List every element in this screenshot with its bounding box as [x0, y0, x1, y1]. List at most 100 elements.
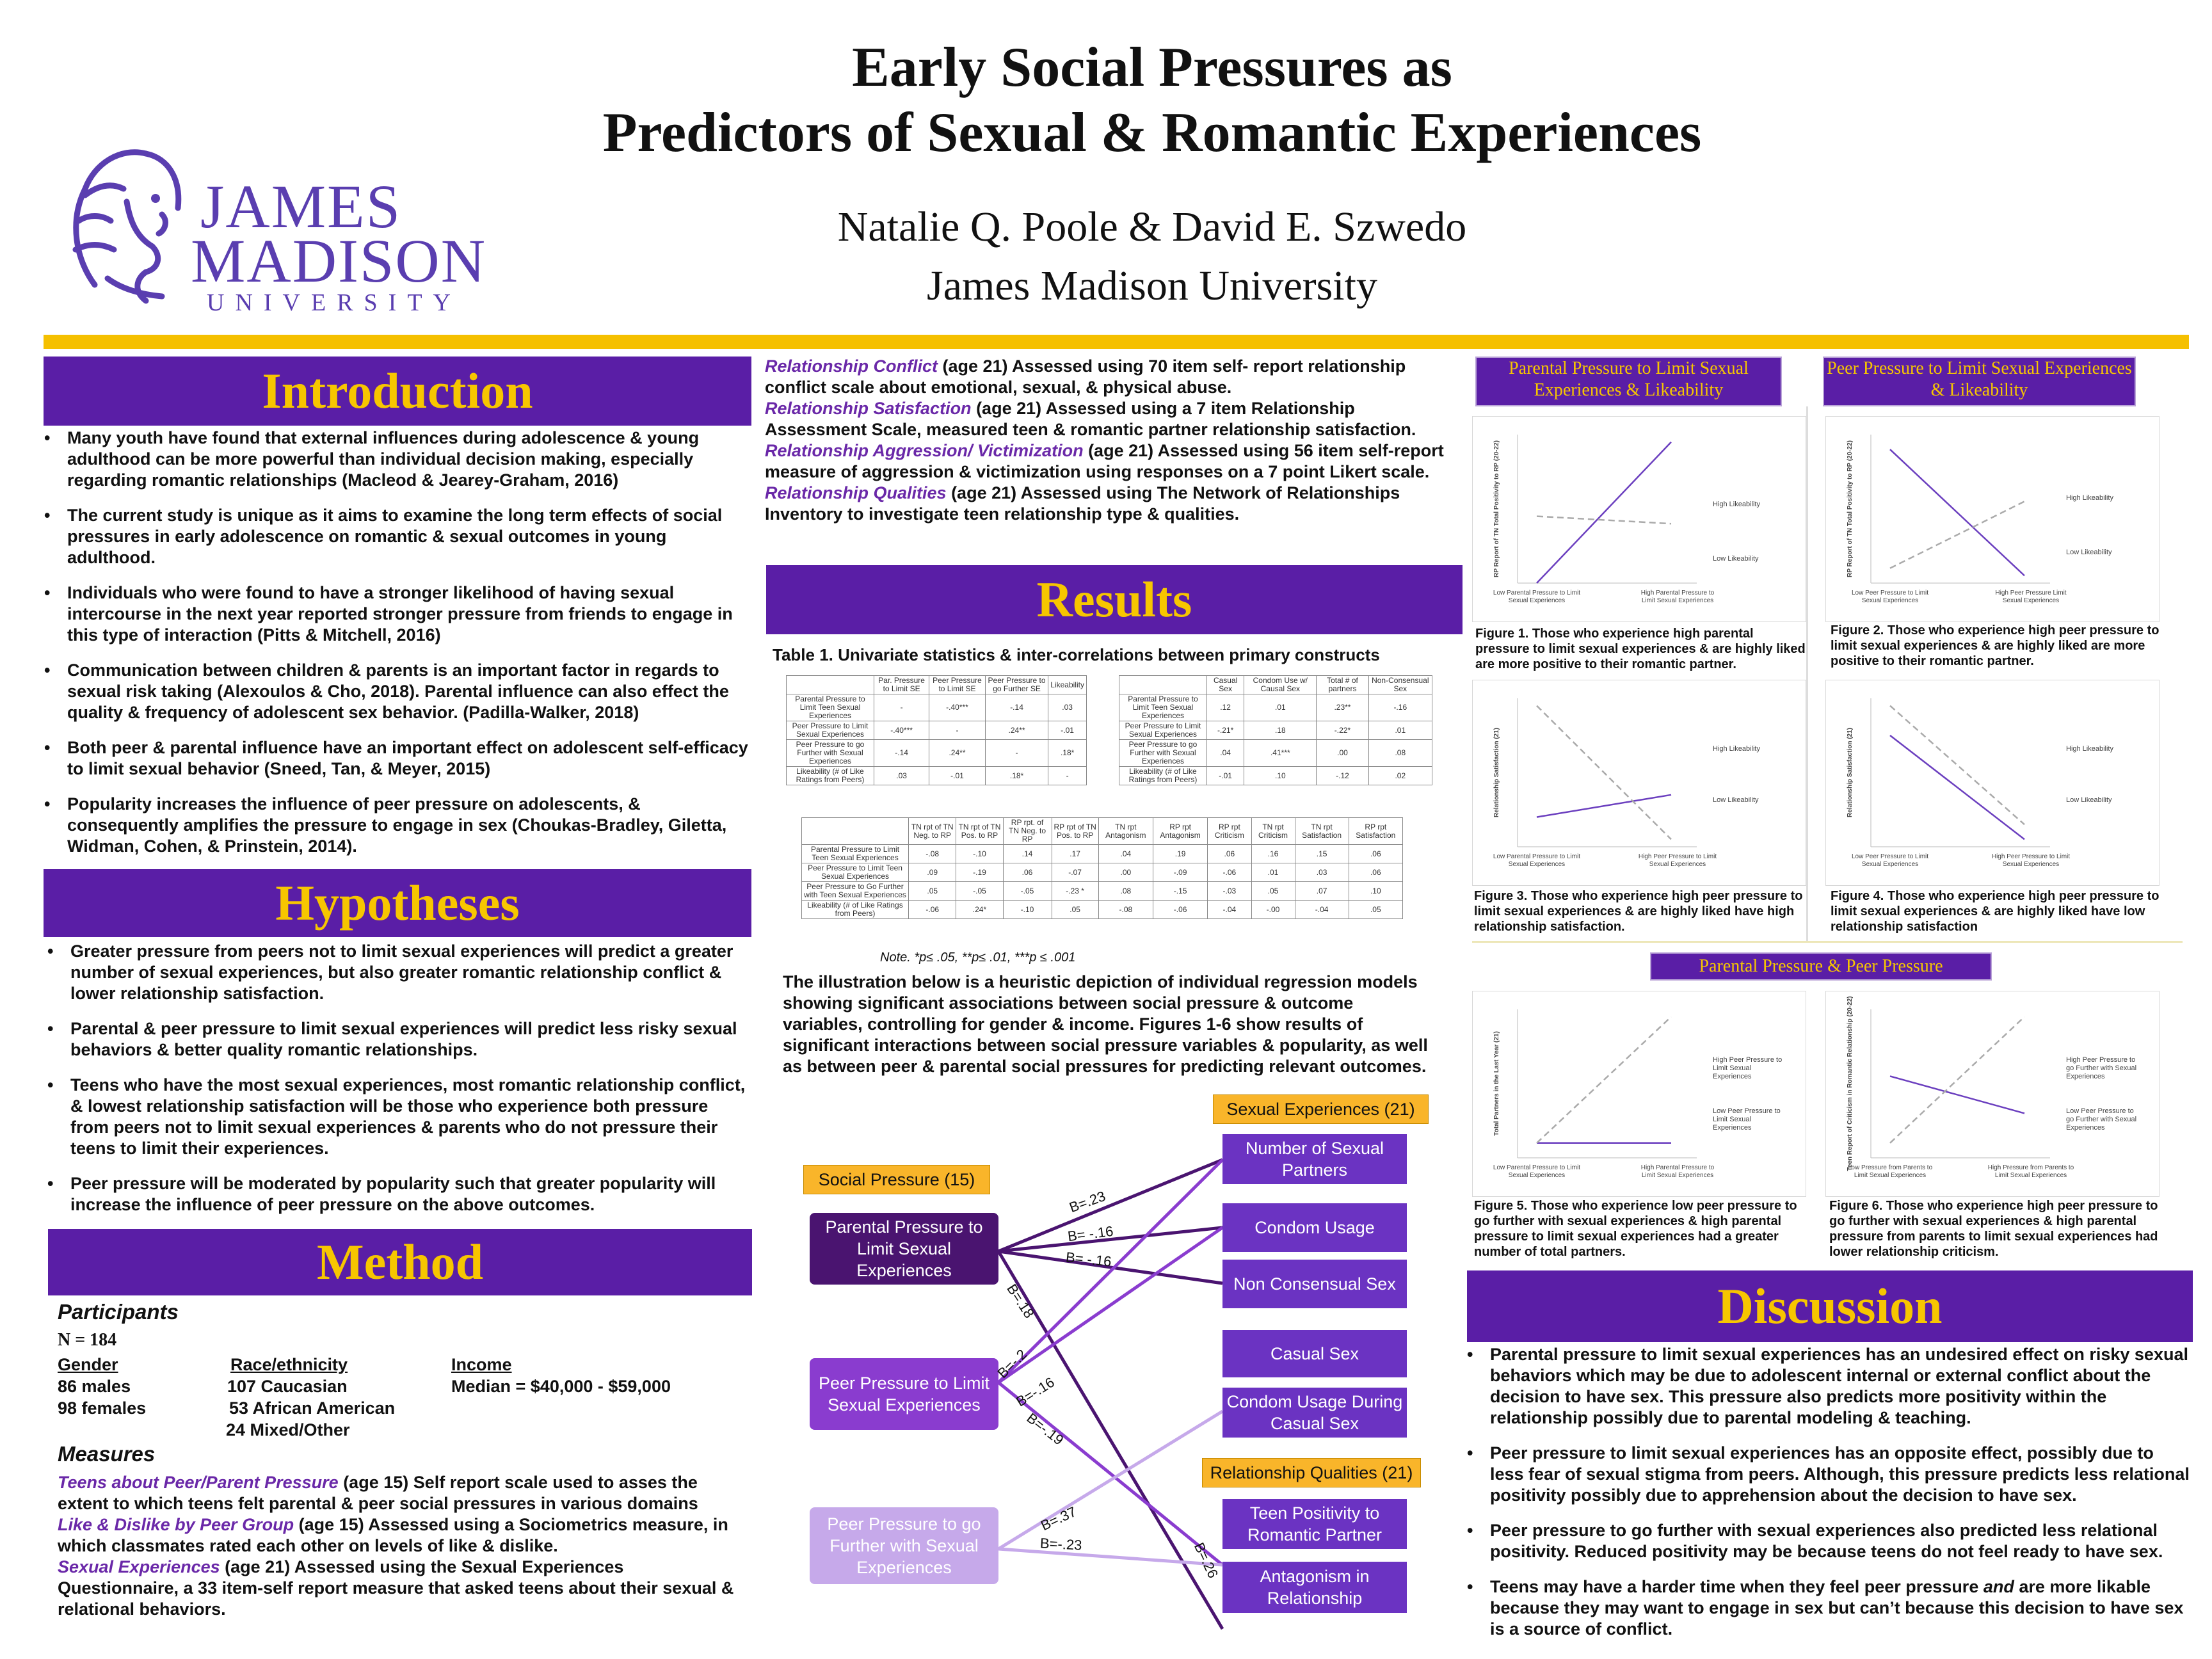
table-cell: -: [873, 694, 930, 721]
row-label: Parental Pressure to Limit Teen Sexual E…: [1119, 694, 1207, 721]
table-header: RP rpt Criticism: [1207, 817, 1252, 845]
introduction-heading: Introduction: [44, 357, 751, 426]
table-cell: .15: [1294, 844, 1349, 863]
table-cell: .09: [908, 863, 957, 882]
measure-name: Relationship Satisfaction: [765, 399, 972, 418]
discussion-emphasis: and: [1983, 1577, 2014, 1596]
table-cell: .18: [1244, 721, 1317, 740]
table-header: RP rpt Satisfaction: [1348, 817, 1404, 845]
measure-name: Like & Dislike by Peer Group: [58, 1515, 294, 1534]
table-cell: .06: [1207, 844, 1252, 863]
hypothesis-bullet: Peer pressure will be moderated by popul…: [45, 1173, 749, 1215]
poster-title: Early Social Pressures as Predictors of …: [448, 35, 1856, 166]
participants-title: Participants: [58, 1300, 179, 1324]
table-cell: -: [1048, 766, 1087, 785]
measure-text: (age 21) Assessed using The Network of R…: [765, 483, 1400, 524]
measure-item: Like & Dislike by Peer Group (age 15) As…: [58, 1514, 749, 1557]
discussion-bullet: Peer pressure to limit sexual experience…: [1464, 1443, 2191, 1506]
table-cell: .04: [1206, 739, 1245, 767]
x-tick-label: Low Peer Pressure to Limit Sexual Experie…: [1852, 853, 1928, 868]
race-caucasian: 107 Caucasian: [227, 1377, 348, 1396]
figure-divider: [1806, 406, 1808, 941]
measure-item: Relationship Conflict (age 21) Assessed …: [765, 356, 1447, 398]
table-cell: .17: [1051, 844, 1099, 863]
table-cell: -.15: [1152, 881, 1208, 901]
x-tick-label: High Peer Pressure to Limit Sexual Experi…: [1992, 853, 2070, 868]
legend-entry: Low Likeability: [1713, 796, 1759, 804]
figure-caption: Figure 6. Those who experience high peer…: [1829, 1199, 2158, 1259]
table-cell: .05: [1348, 900, 1404, 919]
tag-sexual-experiences: Sexual Experiences (21): [1213, 1094, 1429, 1124]
measure-item: Teens about Peer/Parent Pressure (age 15…: [58, 1472, 749, 1514]
table-cell: .08: [1098, 881, 1153, 901]
participants-n: N = 184: [58, 1330, 117, 1350]
table-header: Total # of partners: [1316, 675, 1369, 694]
y-axis-label: Relationship Satisfaction (21): [1493, 728, 1500, 817]
table-cell: .03: [1294, 863, 1349, 882]
hypothesis-bullet: Parental & peer pressure to limit sexual…: [45, 1018, 749, 1061]
x-tick-label: High Parental Pressure to Limit Sexual Ex…: [1641, 589, 1715, 604]
x-tick-label: High Parental Pressure to Limit Sexual Ex…: [1641, 1164, 1715, 1179]
intro-bullet: Many youth have found that external infl…: [42, 428, 753, 491]
legend-entry: High Likeability: [2066, 494, 2113, 502]
table-cell: -.08: [1098, 900, 1153, 919]
table-cell: .23**: [1316, 694, 1369, 721]
table-cell: .02: [1368, 766, 1433, 785]
plot-svg: Relationship Satisfaction (21) Low Parent…: [1493, 698, 1760, 868]
table-cell: .03: [1048, 694, 1087, 721]
row-label: Parental Pressure to Limit Teen Sexual E…: [801, 844, 909, 863]
outcome-non-consensual: Non Consensual Sex: [1222, 1260, 1407, 1308]
gender-females: 98 females: [58, 1399, 147, 1418]
figure-divider: [1472, 941, 2183, 943]
title-line-2: Predictors of Sexual & Romantic Experien…: [602, 102, 1702, 164]
discussion-list: Parental pressure to limit sexual experi…: [1464, 1344, 2191, 1654]
table-cell: .05: [1251, 881, 1295, 901]
table-row: Peer Pressure to Go Further with Teen Se…: [801, 881, 1404, 901]
introduction-list: Many youth have found that external infl…: [42, 428, 753, 871]
legend-entry: Low Likeability: [2066, 796, 2112, 804]
table-row: Parental Pressure to Limit Teen Sexual E…: [1119, 694, 1433, 721]
figure-caption: Figure 4. Those who experience high peer…: [1831, 889, 2160, 934]
table-cell: .01: [1244, 694, 1317, 721]
row-label: Likeability (# of Like Ratings from Peer…: [786, 766, 874, 785]
row-label: Peer Pressure to Limit Teen Sexual Exper…: [801, 863, 909, 882]
table-row: Likeability (# of Like Ratings from Peer…: [786, 766, 1087, 785]
table-cell: -.01: [1048, 721, 1087, 740]
table-row: Peer Pressure to go Further with Sexual …: [1119, 739, 1433, 767]
row-label: Peer Pressure to Limit Sexual Experience…: [786, 721, 874, 740]
path-line: [997, 1381, 1224, 1566]
table-cell: -.06: [908, 900, 957, 919]
interaction-plot: RP Report of TN Total Positivity to RP (…: [1472, 416, 1806, 622]
table-cell: .24*: [956, 900, 1004, 919]
table-cell: .18*: [1048, 739, 1087, 767]
measures-continued: Relationship Conflict (age 21) Assessed …: [765, 356, 1447, 525]
tag-relationship-qualities: Relationship Qualities (21): [1202, 1458, 1421, 1487]
path-line: [997, 1409, 1224, 1551]
table-cell: -.19: [956, 863, 1004, 882]
legend-entry: Low Peer Pressure to go Further with Sexu…: [2066, 1107, 2136, 1132]
table-cell: -.04: [1207, 900, 1252, 919]
table-header: Peer Pressure to Limit SE: [929, 675, 986, 694]
table-cell: -.01: [1206, 766, 1245, 785]
table-cell: .10: [1348, 881, 1404, 901]
measure-name: Relationship Qualities: [765, 483, 947, 502]
outcome-sexual-partners: Number of Sexual Partners: [1222, 1134, 1407, 1184]
figures-head-combined: Parental Pressure & Peer Pressure: [1650, 952, 1992, 981]
predictor-peer-further: Peer Pressure to go Further with Sexual …: [810, 1507, 998, 1584]
measures-list: Teens about Peer/Parent Pressure (age 15…: [58, 1472, 749, 1620]
path-line: [997, 1226, 1224, 1384]
table-row: Peer Pressure to Limit Sexual Experience…: [786, 721, 1087, 740]
table-header: Casual Sex: [1206, 675, 1245, 694]
table-cell: -.10: [1002, 900, 1052, 919]
predictor-parental-pressure: Parental Pressure to Limit Sexual Experi…: [810, 1213, 998, 1285]
discussion-text: are more likable because they may want t…: [1490, 1577, 2184, 1639]
series-line-solid: [1889, 1075, 2025, 1114]
intro-bullet: Individuals who were found to have a str…: [42, 582, 753, 646]
table-cell: -.06: [1207, 863, 1252, 882]
gender-heading: Gender: [58, 1355, 118, 1374]
series-line-dashed: [1536, 705, 1672, 840]
table-corner: [801, 817, 909, 845]
table-header: RP rpt Antagonism: [1152, 817, 1208, 845]
table-cell: .24**: [984, 721, 1049, 740]
table-corner: [786, 675, 874, 694]
